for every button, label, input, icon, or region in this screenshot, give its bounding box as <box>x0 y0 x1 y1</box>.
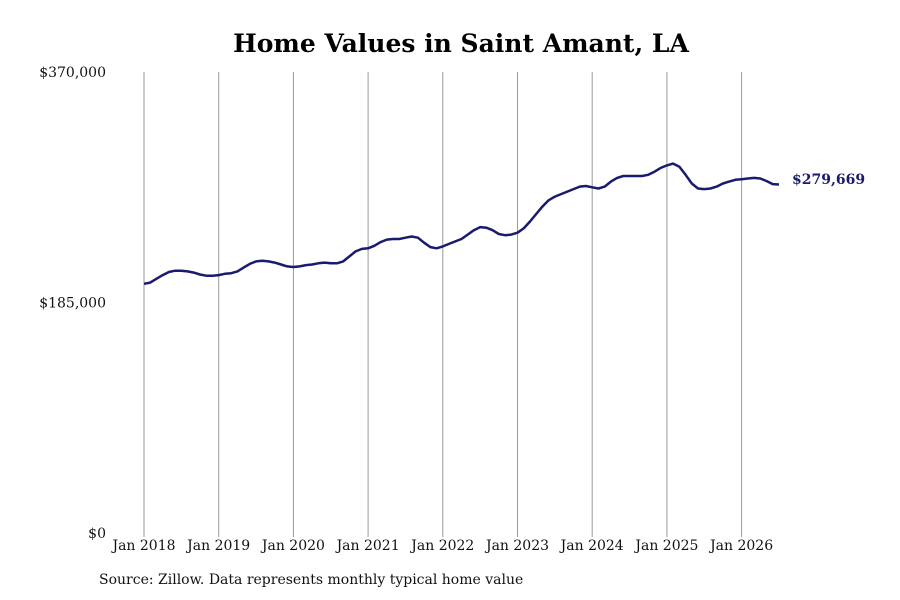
x-tick-label: Jan 2024 <box>559 538 624 554</box>
y-tick-label: $185,000 <box>39 296 106 312</box>
x-tick-label: Jan 2020 <box>260 538 325 554</box>
x-tick-label: Jan 2021 <box>335 538 400 554</box>
x-axis-ticks: Jan 2018 Jan 2019 Jan 2020 Jan 2021 Jan 2022… <box>110 538 773 554</box>
y-tick-label: $0 <box>88 526 106 542</box>
vertical-gridlines <box>143 72 743 537</box>
x-tick-label: Jan 2026 <box>708 538 773 554</box>
home-value-line <box>143 162 780 286</box>
x-tick-label: Jan 2018 <box>110 538 175 554</box>
x-tick-label: Jan 2019 <box>185 538 250 554</box>
y-axis-ticks: $0 $185,000 $370,000 <box>39 65 106 542</box>
chart-title: Home Values in Saint Amant, LA <box>233 29 689 58</box>
latest-value-label: $279,669 <box>792 172 865 188</box>
source-note: Source: Zillow. Data represents monthly … <box>99 572 524 588</box>
x-tick-label: Jan 2023 <box>484 538 549 554</box>
x-tick-label: Jan 2025 <box>633 538 698 554</box>
x-tick-label: Jan 2022 <box>409 538 474 554</box>
y-tick-label: $370,000 <box>39 65 106 81</box>
